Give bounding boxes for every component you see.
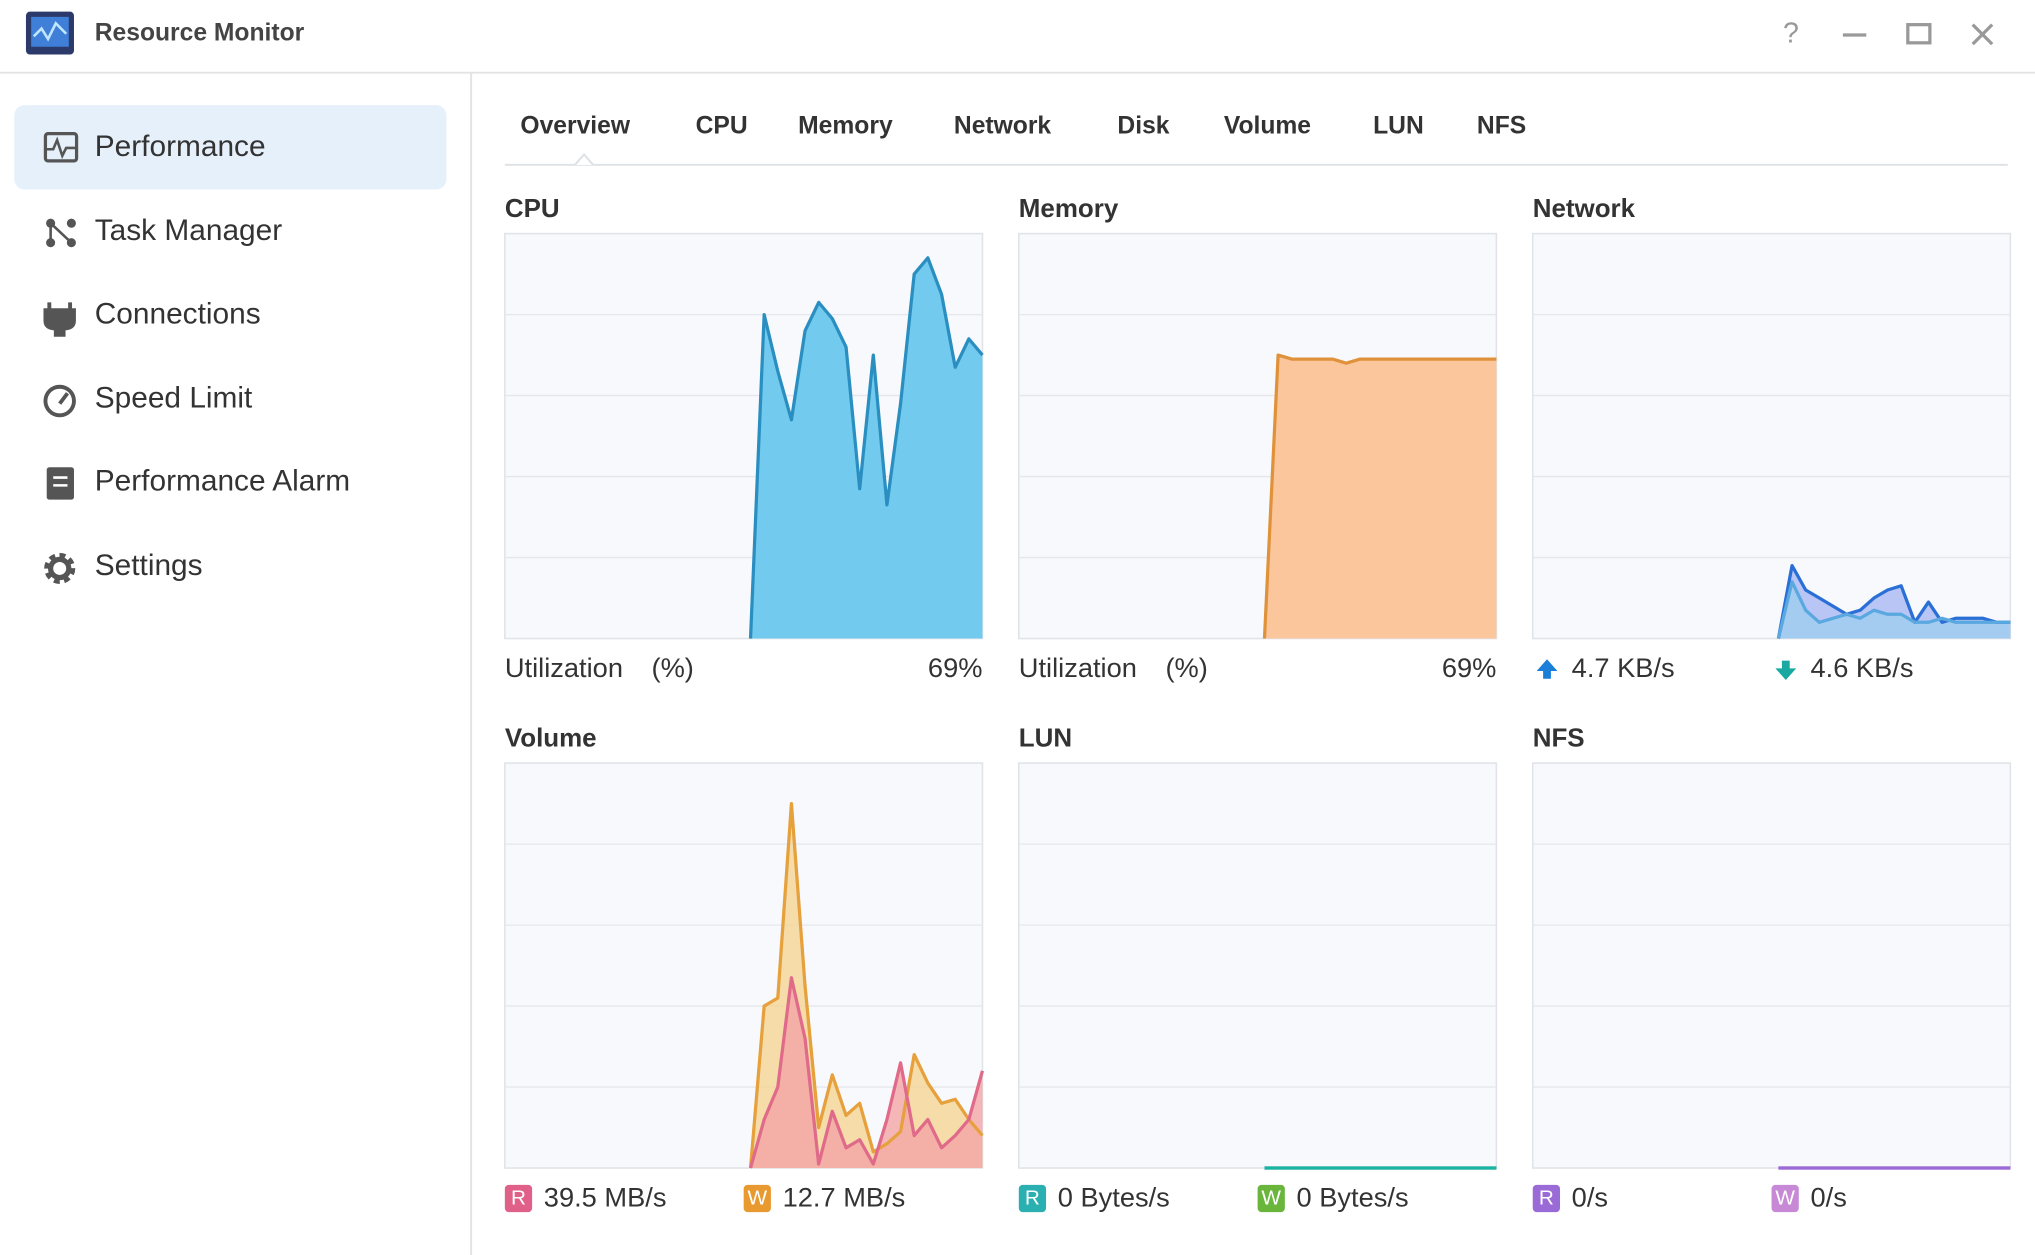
speed-limit-needle [58,392,70,405]
rate-text: 0/s [1810,1181,1846,1212]
settings-icon-ring [48,556,72,581]
close-button[interactable] [1971,23,1994,46]
rate-badge-letter: R [1025,1187,1040,1210]
panel-title: Volume [505,725,597,753]
sidebar-icons [43,132,79,585]
rate-text: 0 Bytes/s [1297,1181,1409,1212]
sidebar-item[interactable]: Performance [95,130,266,163]
metric-unit: (%) [1165,652,1207,683]
rate-arrow [1536,659,1558,679]
rate-text: 0 Bytes/s [1058,1181,1170,1212]
tab-bar: Overview CPU Memory Network Disk Volume LUN NFS [504,113,2008,166]
panel: NFS R 0/s W 0/s [1531,725,2012,1213]
panel: LUN R 0 Bytes/s W 0 Bytes/s [1018,725,1498,1213]
task-icon [46,238,56,248]
series-line [748,256,984,639]
rate-badge-letter: W [1775,1187,1795,1210]
rate-badge [1257,1184,1285,1213]
performance-icon-line [45,136,77,160]
rate-badge [1771,1184,1799,1213]
metric-value: 69% [928,652,983,683]
tab[interactable]: Volume [1224,113,1311,140]
rate-badge [1018,1184,1047,1213]
chart-area [1531,232,2012,640]
series-area [750,257,983,639]
sidebar: Performance Task Manager Connections Speed … [14,72,473,1255]
sidebar-item[interactable]: Task Manager [95,214,283,247]
maximize-button[interactable] [1906,23,1932,45]
tab[interactable]: Overview [520,113,630,140]
rate-text: 39.5 MB/s [544,1181,667,1212]
series-area [750,977,983,1169]
series-area [1264,355,1497,639]
sidebar-item[interactable]: Settings [95,549,203,582]
tab[interactable]: NFS [1477,113,1526,140]
chart-area [1531,762,2012,1169]
rate-badge [1532,1184,1560,1213]
rate-text: 4.7 KB/s [1572,652,1675,683]
metric-label: Utilization [505,652,623,683]
rate-badge [743,1184,771,1213]
sidebar-item[interactable]: Speed Limit [95,382,253,415]
connections-icon [43,302,76,337]
panel-title: CPU [505,195,560,223]
series-line [748,801,984,1169]
panel: Network 4.7 KB/s 4.6 KB/s [1531,195,2012,683]
panels: CPU Utilization (%) 69% Memory Utilization (%)… [504,195,2012,1213]
panel: CPU Utilization (%) 69% [504,195,984,683]
task-icon-links [49,222,73,244]
tab[interactable]: LUN [1373,113,1424,140]
tab[interactable]: CPU [696,113,748,140]
rate-text: 4.6 KB/s [1810,652,1913,683]
sidebar-item[interactable]: Connections [95,297,261,330]
alarm-icon [46,467,74,500]
task-icon [66,218,76,228]
panel-title: NFS [1533,725,1585,753]
metric-value: 69% [1442,652,1497,683]
tab-pointer [574,152,594,166]
metric-unit: (%) [652,652,694,683]
app-icon-graph [32,21,68,42]
rate-arrow [1775,660,1797,681]
tab[interactable]: Network [954,113,1052,140]
rate-badge [504,1184,533,1213]
sidebar-item[interactable]: Performance Alarm [95,465,350,498]
rate-text: 0/s [1572,1181,1608,1212]
series-line [1262,353,1497,639]
help-button[interactable]: ? [1783,18,1799,50]
window-title: Resource Monitor [95,19,305,46]
panel-title: Network [1533,195,1636,223]
panel-title: Memory [1019,195,1119,223]
tab[interactable]: Memory [798,113,893,140]
series-line [1776,563,2011,639]
rate-badge-letter: R [1539,1187,1554,1210]
title-bar: Resource Monitor ? [0,11,2035,74]
alarm-icon-lines [53,476,68,487]
chart-area [1018,762,1498,1169]
panel: Memory Utilization (%) 69% [1018,195,1498,683]
selected-highlight [14,105,447,190]
series-area [1778,581,2011,639]
metric-label: Utilization [1019,652,1137,683]
rate-text: 12.7 MB/s [783,1181,906,1212]
tab[interactable]: Disk [1117,113,1169,140]
speed-limit-icon [43,384,76,418]
panel: Volume R 39.5 MB/s W 12.7 MB/s [504,725,985,1213]
panel-title: LUN [1019,725,1072,753]
rate-badge-letter: R [511,1187,526,1210]
series-line [1776,580,2011,639]
rate-badge-letter: W [1261,1187,1281,1210]
rate-badge-letter: W [747,1187,767,1210]
series-line [748,976,985,1169]
